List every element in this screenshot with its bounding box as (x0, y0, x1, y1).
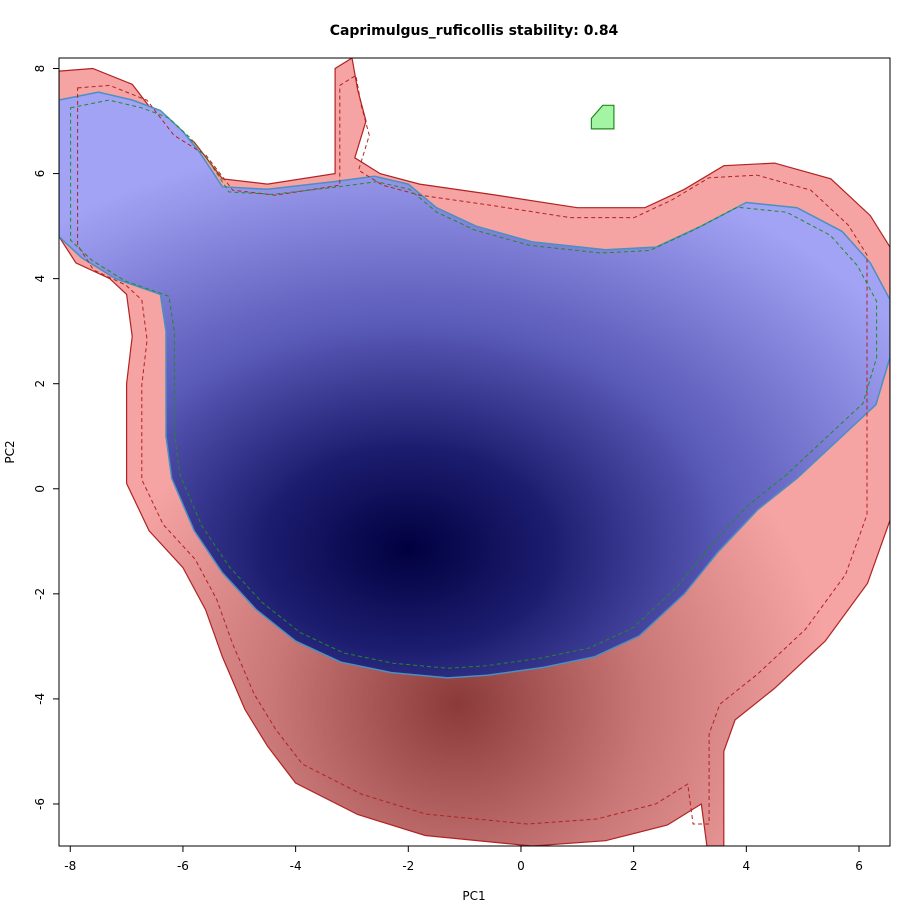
y-tick-label: 2 (33, 380, 47, 388)
y-tick-label: -2 (33, 588, 47, 600)
x-axis: -8 -6 -4 -2 0 2 4 6 (64, 846, 863, 873)
y-tick-label: 8 (33, 65, 47, 73)
y-tick-label: 4 (33, 275, 47, 283)
x-tick-label: 4 (743, 859, 751, 873)
x-tick-label: -4 (290, 859, 302, 873)
y-axis: -6 -4 -2 0 2 4 6 8 (33, 65, 59, 810)
y-tick-label: -6 (33, 798, 47, 810)
y-axis-label: PC2 (3, 440, 17, 463)
y-tick-label: 0 (33, 485, 47, 493)
x-tick-label: 6 (855, 859, 863, 873)
y-tick-label: 6 (33, 170, 47, 178)
x-tick-label: 0 (517, 859, 525, 873)
unfilling-region (590, 104, 615, 130)
x-tick-label: -2 (402, 859, 414, 873)
x-axis-label: PC1 (462, 889, 485, 903)
y-tick-label: -4 (33, 693, 47, 705)
x-tick-label: 2 (630, 859, 638, 873)
stable-region (59, 91, 890, 679)
x-tick-label: -6 (177, 859, 189, 873)
native-contour (70, 99, 878, 669)
x-tick-label: -8 (64, 859, 76, 873)
plot-area (59, 58, 890, 846)
plot-frame (58, 57, 891, 847)
chart-title: Caprimulgus_ruficollis stability: 0.84 (330, 23, 619, 39)
invasive-contour (77, 74, 868, 825)
